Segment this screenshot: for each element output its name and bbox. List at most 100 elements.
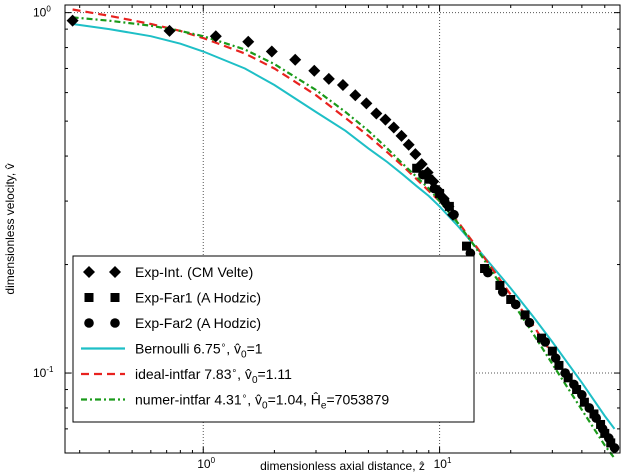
data-point: [537, 333, 547, 343]
data-point: [572, 385, 582, 395]
legend-marker: [84, 293, 94, 302]
data-point: [547, 346, 557, 356]
series-bernoulli: [72, 23, 616, 430]
x-tick-label: 101: [434, 456, 452, 471]
data-point: [495, 280, 505, 290]
legend-item: Exp-Far2 (A Hodzic): [84, 315, 261, 331]
legend-label-tail: , v̂: [237, 366, 252, 382]
legend-item: Exp-Far1 (A Hodzic): [84, 290, 261, 306]
x-axis-label: dimensionless axial distance, ẑ: [260, 459, 425, 473]
data-point: [370, 107, 383, 120]
series-exp-far2-a-hodzic-: [418, 169, 620, 453]
data-point: [550, 353, 561, 363]
y-axis-label: dimensionless velocity, v̂: [3, 163, 17, 294]
data-point: [322, 72, 335, 85]
legend-subscript: 0: [252, 375, 258, 386]
legend-label: ideal-intfar 7.83∘, v̂0=1.11: [135, 365, 292, 386]
x-tick-exponent: 1: [447, 456, 452, 465]
data-point: [349, 89, 362, 102]
data-point: [480, 264, 490, 274]
data-point: [606, 438, 616, 448]
x-tick-label: 100: [197, 456, 215, 471]
legend-degree: ∘: [221, 340, 227, 350]
data-point: [435, 188, 445, 198]
legend-marker: [110, 318, 120, 328]
data-point: [163, 24, 176, 37]
data-point: [603, 433, 614, 443]
data-point: [265, 45, 278, 58]
data-point: [379, 113, 392, 126]
legend-label-tail: , v̂: [247, 392, 262, 408]
data-point: [242, 35, 255, 48]
legend-marker: [110, 293, 120, 302]
legend-label-tail: =7053879: [326, 392, 389, 408]
data-point: [409, 148, 422, 161]
data-point: [554, 360, 564, 370]
plot-frame: [64, 4, 621, 454]
legend-box: [72, 255, 475, 423]
legend-label: numer-intfar 4.31∘, v̂0=1.04, Ĥe=7053879: [135, 391, 389, 412]
series-line: [72, 23, 616, 430]
data-point: [289, 53, 302, 66]
legend-subscript: 0: [262, 401, 268, 412]
data-point: [66, 14, 79, 27]
grid-lines: [65, 5, 620, 453]
legend-label-main: Bernoulli 6.75: [135, 341, 221, 357]
data-point: [360, 97, 373, 110]
y-tick-exponent: -1: [46, 365, 54, 374]
legend-marker: [84, 318, 94, 328]
data-point: [596, 419, 606, 429]
legend-label-tail: =1: [247, 341, 263, 357]
data-point: [524, 317, 535, 328]
data-point: [600, 428, 610, 438]
data-point: [609, 443, 620, 453]
x-tick-exponent: 0: [211, 456, 216, 465]
legend: Exp-Int. (CM Velte) Exp-Far1 (A Hodzic) Ex…: [72, 255, 475, 423]
data-point: [569, 379, 579, 390]
legend-label: Exp-Int. (CM Velte): [135, 264, 253, 280]
legend-item: numer-intfar 4.31∘, v̂0=1.04, Ĥe=7053879: [81, 391, 389, 412]
data-point: [483, 267, 493, 278]
data-point: [577, 390, 587, 400]
data-point: [560, 368, 570, 378]
data-point: [336, 78, 349, 91]
legend-label: Bernoulli 6.75∘, v̂0=1: [135, 340, 263, 361]
y-tick-label: 100: [33, 5, 51, 20]
legend-subscript: 0: [241, 350, 247, 361]
legend-item: Bernoulli 6.75∘, v̂0=1: [81, 340, 263, 361]
data-point: [584, 403, 595, 413]
data-point: [424, 174, 434, 184]
legend-label-main: Exp-Far1 (A Hodzic): [135, 290, 261, 306]
data-point: [563, 373, 573, 383]
series-exp-int-cm-velte-: [66, 14, 460, 221]
data-point: [462, 241, 472, 251]
plot-series: [66, 8, 620, 459]
data-point: [444, 201, 454, 211]
legend-degree: ∘: [242, 391, 248, 401]
data-point: [449, 209, 459, 220]
data-point: [308, 64, 321, 77]
legend-marker: [109, 266, 121, 278]
legend-label-main: ideal-intfar 7.83: [135, 366, 232, 382]
data-point: [418, 169, 428, 180]
data-point: [209, 30, 222, 43]
legend-label-main: numer-intfar 4.31: [135, 392, 242, 408]
y-tick-label: 10-1: [33, 365, 54, 380]
legend-label-tail: , v̂: [226, 341, 241, 357]
legend-label-main: Exp-Int. (CM Velte): [135, 264, 253, 280]
data-point: [402, 138, 415, 151]
data-point: [412, 163, 422, 173]
legend-label: Exp-Far2 (A Hodzic): [135, 315, 261, 331]
legend-subscript: e: [321, 401, 327, 412]
legend-label-main: Exp-Far2 (A Hodzic): [135, 315, 261, 331]
legend-label: Exp-Far1 (A Hodzic): [135, 290, 261, 306]
data-point: [597, 424, 608, 434]
legend-item: ideal-intfar 7.83∘, v̂0=1.11: [81, 365, 292, 386]
legend-degree: ∘: [232, 365, 238, 375]
data-point: [510, 299, 521, 310]
data-point: [387, 121, 400, 134]
data-point: [429, 183, 440, 194]
legend-label-tail: =1.11: [258, 366, 293, 382]
legend-marker: [83, 266, 95, 278]
